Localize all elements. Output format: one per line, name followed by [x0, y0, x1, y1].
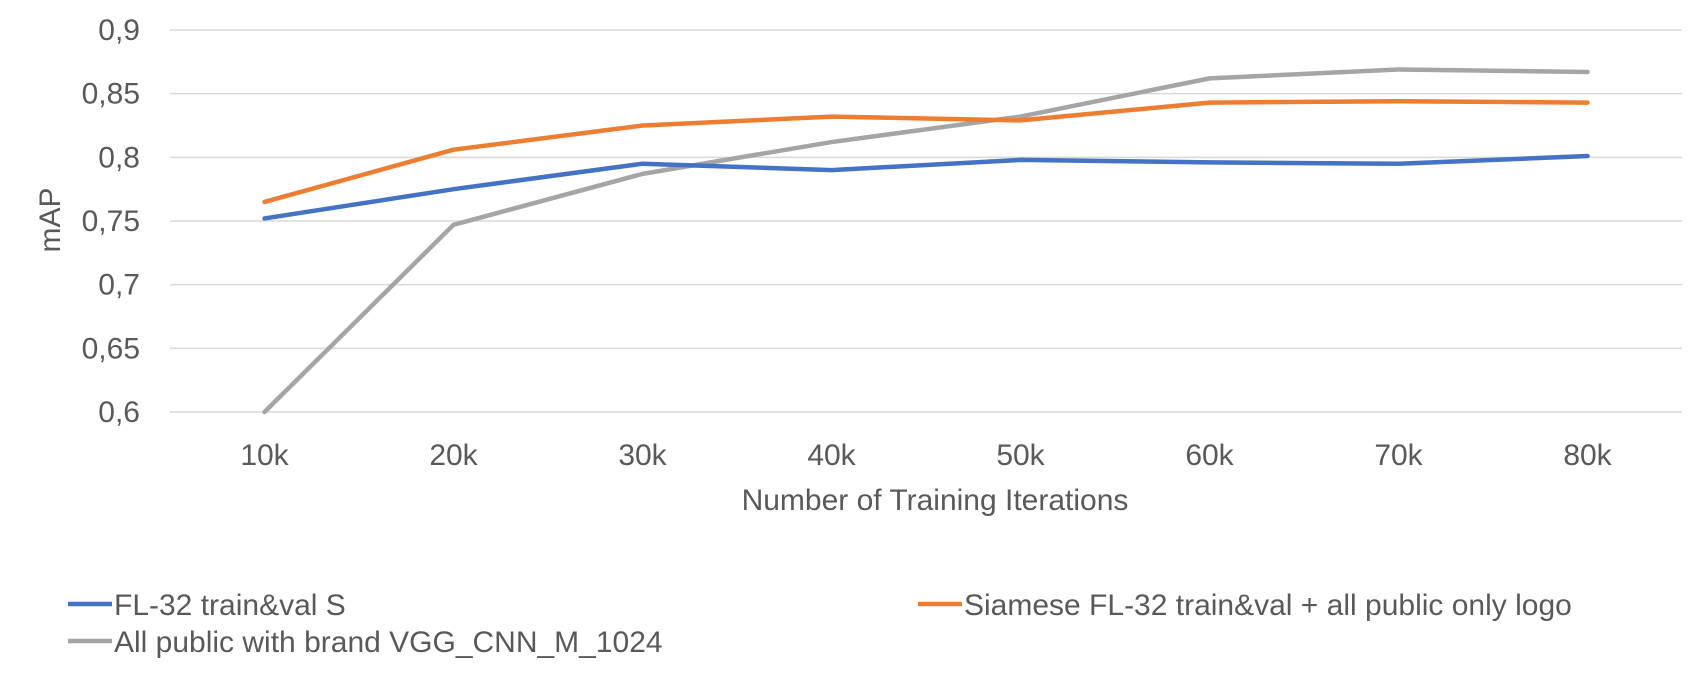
legend-label: Siamese FL-32 train&val + all public onl… — [964, 589, 1572, 622]
x-tick-label: 10k — [240, 439, 289, 472]
series-line — [262, 153, 1590, 221]
data-point — [1398, 163, 1399, 165]
data-point — [1587, 102, 1588, 104]
data-point — [453, 188, 454, 190]
data-point — [1020, 116, 1021, 118]
legend-label: All public with brand VGG_CNN_M_1024 — [114, 626, 663, 659]
y-tick-label: 0,8 — [98, 141, 140, 174]
data-point — [264, 217, 265, 219]
data-point — [1020, 119, 1021, 121]
data-point — [831, 141, 832, 143]
data-point — [1587, 155, 1588, 157]
data-point — [1398, 68, 1399, 70]
y-axis-title: mAP — [34, 187, 67, 252]
data-point — [264, 411, 265, 413]
x-tick-label: 50k — [996, 439, 1045, 472]
data-point — [264, 201, 265, 203]
data-point — [831, 169, 832, 171]
data-point — [453, 149, 454, 151]
series-line — [262, 67, 1590, 415]
y-tick-label: 0,65 — [82, 332, 140, 365]
data-point — [1209, 77, 1210, 79]
x-axis-title: Number of Training Iterations — [742, 484, 1129, 517]
y-axis-ticks: 0,6 0,65 0,7 0,75 0,8 0,85 0,9 — [82, 14, 140, 429]
y-tick-label: 0,6 — [98, 396, 140, 429]
data-point — [1587, 71, 1588, 73]
x-tick-label: 40k — [807, 439, 856, 472]
x-tick-label: 80k — [1563, 439, 1612, 472]
y-tick-label: 0,85 — [82, 78, 140, 111]
legend: FL-32 train&val S Siamese FL-32 train&val… — [68, 589, 1572, 659]
y-tick-label: 0,7 — [98, 269, 140, 302]
y-tick-label: 0,9 — [98, 14, 140, 47]
data-point — [1020, 159, 1021, 161]
x-tick-label: 20k — [429, 439, 478, 472]
data-point — [1209, 161, 1210, 163]
data-point — [642, 125, 643, 126]
data-point — [642, 163, 643, 165]
legend-label: FL-32 train&val S — [114, 589, 346, 622]
x-tick-label: 30k — [618, 439, 667, 472]
x-tick-label: 60k — [1185, 439, 1234, 472]
data-point — [1209, 102, 1210, 104]
data-point — [1398, 100, 1399, 102]
series-lines — [262, 67, 1590, 415]
x-axis-ticks: 10k 20k 30k 40k 50k 60k 70k 80k — [240, 439, 1612, 472]
data-point — [453, 224, 454, 226]
data-point — [831, 116, 832, 118]
x-tick-label: 70k — [1374, 439, 1423, 472]
data-point — [642, 173, 643, 175]
series-line — [262, 99, 1590, 205]
gridlines — [170, 29, 1682, 413]
y-tick-label: 0,75 — [82, 205, 140, 238]
